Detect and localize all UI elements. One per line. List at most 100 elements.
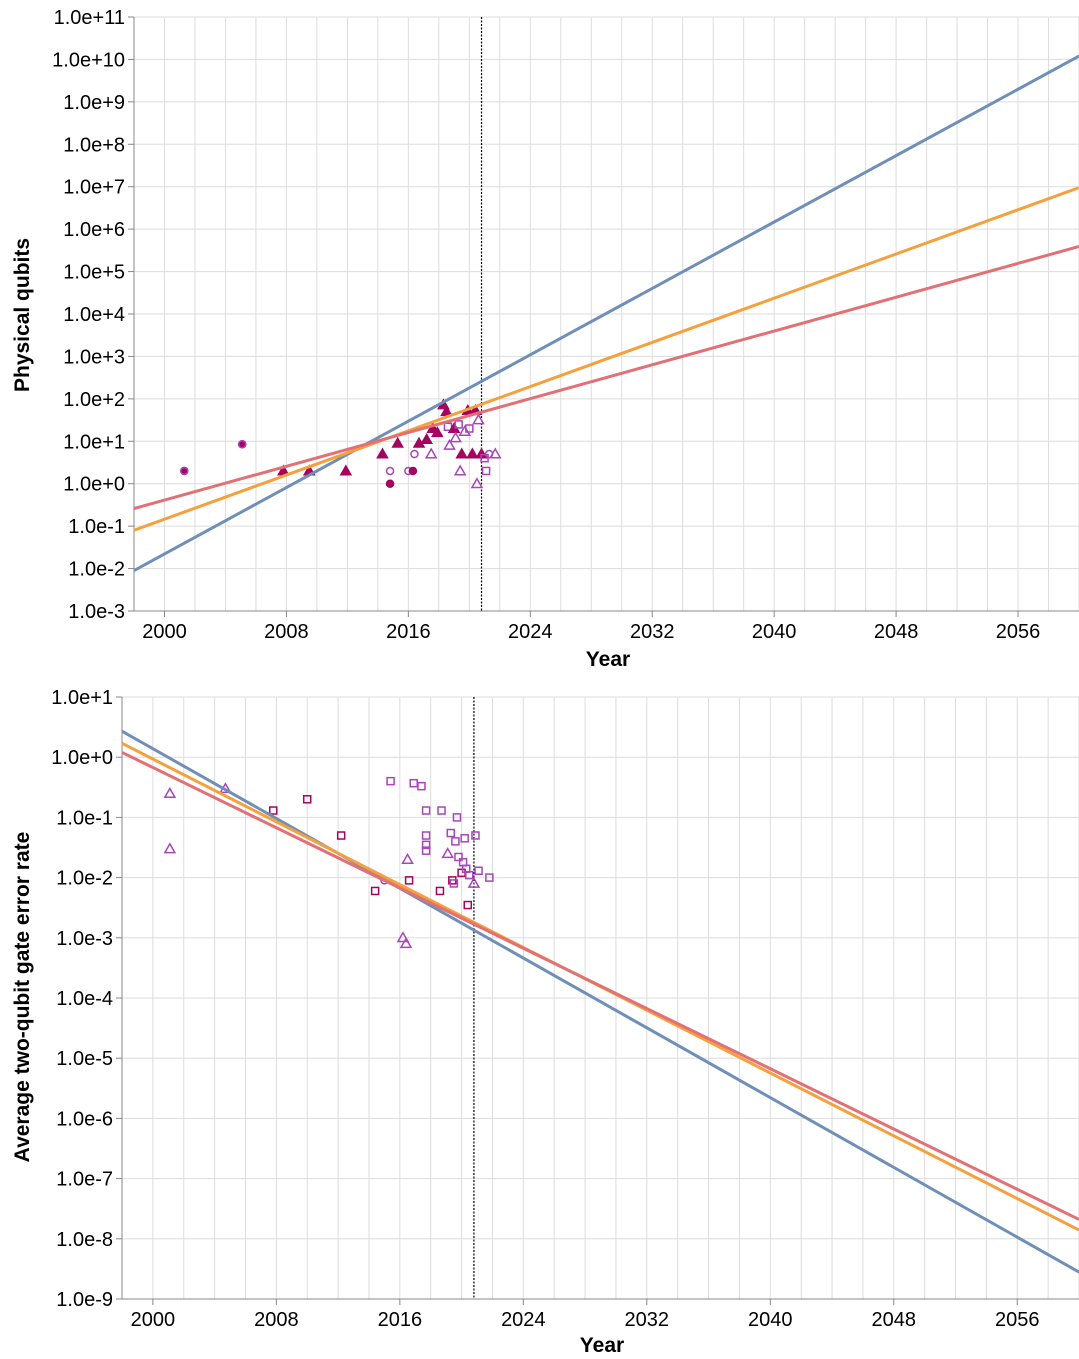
y-axis-title: Physical qubits [11, 238, 34, 392]
y-tick-label: 1.0e-7 [56, 1169, 113, 1191]
scatter-point-square [454, 420, 463, 429]
trend-lines [133, 54, 1079, 572]
scatter-point-square [463, 900, 473, 910]
y-tick-label: 1.0e-1 [68, 516, 125, 538]
scatter-point-triangle [376, 447, 389, 459]
grid [122, 696, 1079, 1300]
scatter-point-square [421, 831, 431, 840]
x-tick-label: 2032 [630, 621, 675, 643]
scatter-point-triangle [431, 426, 444, 438]
physical-qubits-chart: Year Physical qubits 1.0e-31.0e-21.0e-11… [11, 7, 1079, 671]
y-tick-label: 1.0e+8 [63, 134, 125, 156]
y-tick-label: 1.0e+1 [63, 431, 125, 453]
scatter-point-triangle [470, 477, 484, 489]
scatter-point-triangle [453, 464, 467, 476]
trend-line-blue [121, 729, 1079, 1274]
y-tick-label: 1.0e+4 [63, 304, 125, 326]
x-tick-label: 2024 [501, 1309, 546, 1331]
axes: 1.0e-3 1.0e-2 1.0e-1 1.0e+0 1.0e+1 1.0e+2 1.0e… [52, 7, 1079, 643]
y-tick-label: 1.0e+7 [63, 177, 125, 199]
scatter-point-square [460, 834, 469, 843]
scatter-point-circle [408, 466, 418, 476]
scatter-point-square [465, 870, 474, 880]
scatter-point-triangle [472, 413, 485, 425]
scatter-point-triangle [163, 842, 177, 854]
scatter-point-square [446, 828, 456, 838]
y-tick-label: 1.0e+10 [52, 49, 125, 71]
scatter-point-triangle [339, 464, 353, 476]
scatter-point-square [465, 424, 474, 433]
scatter-point-square [421, 840, 431, 850]
x-tick-label: 2016 [386, 621, 431, 643]
x-tick-label: 2024 [508, 621, 553, 643]
y-tick-label: 1.0e-4 [56, 988, 113, 1010]
trend-line-orange [133, 186, 1079, 532]
scatter-point-square [452, 813, 462, 822]
x-tick-label: 2000 [131, 1309, 176, 1331]
y-tick-label: 1.0e-3 [68, 601, 125, 623]
y-tick-label: 1.0e+3 [63, 346, 125, 368]
trend-line-blue [133, 54, 1079, 572]
scatter-point-triangle [420, 433, 433, 445]
y-tick-label: 1.0e-9 [56, 1289, 113, 1311]
y-tick-label: 1.0e+11 [54, 7, 125, 29]
scatter-point-square [269, 806, 278, 815]
data-points [180, 398, 502, 489]
trend-line-red [121, 751, 1079, 1221]
y-tick-label: 1.0e-8 [56, 1229, 113, 1251]
y-tick-label: 1.0e-6 [56, 1108, 113, 1130]
scatter-point-triangle [466, 447, 479, 459]
y-tick-label: 1.0e-2 [56, 868, 113, 890]
scatter-point-square [454, 852, 463, 862]
y-tick-label: 1.0e+6 [63, 219, 125, 241]
scatter-point-circle [410, 449, 419, 459]
y-tick-label: 1.0e-5 [56, 1048, 113, 1070]
scatter-point-triangle [441, 847, 454, 859]
x-tick-label: 2000 [142, 621, 187, 643]
x-axis-title: Year [580, 1334, 624, 1357]
scatter-point-square [386, 776, 395, 786]
x-tick-label: 2040 [752, 621, 797, 643]
scatter-point-square [336, 831, 346, 840]
scatter-point-square [435, 886, 445, 896]
x-tick-label: 2056 [995, 1309, 1040, 1331]
data-points [163, 776, 494, 949]
scatter-point-square [421, 846, 431, 855]
scatter-point-square [302, 795, 312, 804]
scatter-point-triangle [440, 405, 453, 417]
scatter-point-square [409, 778, 418, 788]
scatter-point-triangle [391, 436, 404, 448]
y-tick-label: 1.0e-2 [68, 559, 125, 581]
trend-lines [121, 729, 1079, 1274]
y-tick-label: 1.0e-1 [56, 807, 113, 829]
gate-error-rate-chart: Year Average two-qubit gate error rate 1… [11, 687, 1079, 1357]
y-tick-label: 1.0e+0 [63, 474, 125, 496]
scatter-point-circle [180, 466, 189, 476]
scatter-point-triangle [401, 852, 414, 864]
scatter-point-triangle [163, 786, 177, 798]
y-tick-label: 1.0e+5 [63, 262, 125, 284]
scatter-point-circle [385, 466, 395, 476]
x-tick-label: 2008 [264, 621, 309, 643]
scatter-point-square [421, 806, 431, 815]
scatter-point-triangle [467, 876, 481, 888]
y-axis-title: Average two-qubit gate error rate [11, 832, 34, 1163]
scatter-point-triangle [488, 447, 502, 459]
x-tick-label: 2040 [748, 1309, 793, 1331]
scatter-point-square [474, 866, 483, 875]
scatter-point-triangle [455, 447, 468, 459]
scatter-point-square [417, 781, 426, 791]
scatter-point-triangle [424, 447, 438, 459]
scatter-point-triangle [449, 431, 462, 443]
scatter-point-square [370, 886, 380, 896]
scatter-point-square [404, 876, 414, 885]
x-tick-label: 2032 [625, 1309, 670, 1331]
scatter-point-circle [237, 440, 247, 449]
axes: 1.0e-9 1.0e-8 1.0e-7 1.0e-6 1.0e-5 1.0e-4 1.0e… [51, 687, 1079, 1331]
scatter-point-square [481, 466, 491, 476]
x-tick-label: 2056 [996, 621, 1041, 643]
scatter-point-triangle [443, 438, 456, 450]
scatter-point-square [437, 806, 446, 815]
y-tick-label: 1.0e+9 [63, 92, 125, 114]
